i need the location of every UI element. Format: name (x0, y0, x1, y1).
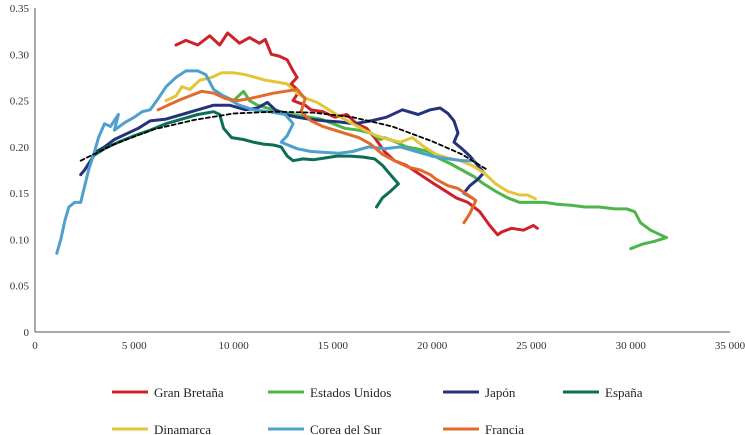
x-axis-ticks: 0 5 000 10 000 15 000 20 000 25 000 30 000 35 0… (32, 340, 745, 352)
legend-item: Corea del Sur (268, 422, 382, 435)
legend-item: Estados Unidos (268, 385, 391, 400)
legend-label: Francia (485, 422, 524, 435)
legend-item: Japón (443, 385, 516, 400)
x-tick-label: 20 000 (417, 340, 448, 352)
legend-label: Dinamarca (154, 422, 211, 435)
trend-line (79, 110, 489, 171)
series-line-francia (156, 88, 478, 225)
x-tick-label: 25 000 (516, 340, 547, 352)
chart-legend: Gran Bretaña Estados Unidos Japón España Din… (112, 385, 643, 435)
series-line-espana (91, 110, 400, 209)
legend-label: Corea del Sur (310, 422, 382, 435)
x-tick-label: 5 000 (122, 340, 147, 352)
series-line-dinamarca (164, 71, 537, 201)
y-tick-label: 0.35 (10, 3, 30, 15)
y-tick-label: 0.10 (10, 234, 30, 246)
legend-item: Francia (443, 422, 524, 435)
legend-label: España (605, 385, 643, 400)
x-tick-label: 15 000 (318, 340, 349, 352)
legend-label: Japón (485, 385, 516, 400)
series-line-corea-del-sur (55, 69, 476, 255)
chart-series (55, 31, 668, 255)
chart-axes (34, 8, 730, 333)
y-tick-label: 0.25 (10, 96, 30, 108)
y-tick-label: 0.05 (10, 281, 30, 293)
x-tick-label: 35 000 (715, 340, 745, 352)
series-line-japon (79, 100, 486, 200)
y-tick-label: 0.20 (10, 142, 30, 154)
y-tick-label: 0.15 (10, 188, 30, 200)
legend-label: Estados Unidos (310, 385, 391, 400)
x-tick-label: 10 000 (218, 340, 249, 352)
y-axis-ticks: 0 0.05 0.10 0.15 0.20 0.25 0.30 0.35 (10, 3, 30, 339)
legend-label: Gran Bretaña (154, 385, 224, 400)
x-tick-label: 30 000 (616, 340, 647, 352)
x-tick-label: 0 (32, 340, 38, 352)
legend-item: España (563, 385, 643, 400)
legend-item: Dinamarca (112, 422, 211, 435)
legend-item: Gran Bretaña (112, 385, 224, 400)
y-tick-label: 0 (24, 327, 30, 339)
y-tick-label: 0.30 (10, 49, 30, 61)
